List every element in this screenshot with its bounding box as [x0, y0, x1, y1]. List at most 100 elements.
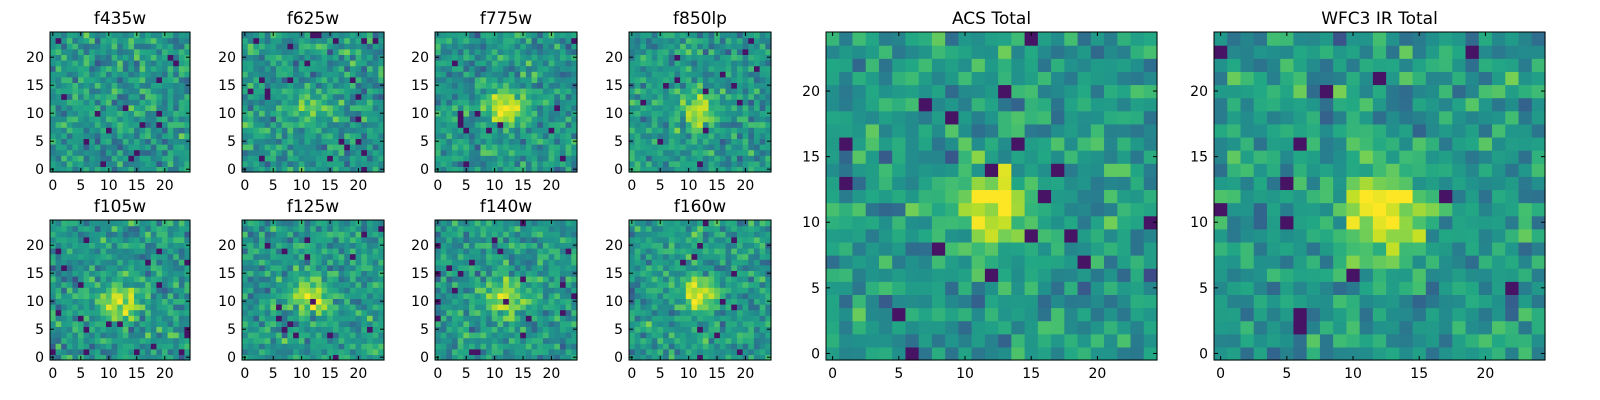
heatmap-cell — [344, 242, 351, 249]
heatmap-cell — [264, 253, 271, 260]
heatmap-cell — [156, 71, 163, 78]
heatmap-cell — [440, 231, 447, 238]
heatmap-cell — [486, 65, 493, 72]
heatmap-cell — [748, 32, 755, 39]
heatmap-cell — [469, 253, 476, 260]
heatmap-cell — [520, 43, 527, 50]
heatmap-cell — [457, 60, 464, 67]
heatmap-cell — [145, 104, 152, 111]
heatmap-cell — [554, 220, 561, 227]
heatmap-cell — [264, 276, 271, 283]
heatmap-cell — [559, 337, 567, 344]
heatmap-cell — [89, 259, 96, 266]
heatmap-cell — [537, 54, 544, 61]
heatmap-cell — [565, 304, 572, 311]
heatmap-cell — [55, 127, 62, 134]
heatmap-cell — [691, 320, 698, 327]
heatmap-cell — [674, 287, 681, 294]
heatmap-cell — [122, 220, 129, 227]
heatmap-cell — [281, 160, 289, 167]
heatmap-cell — [452, 144, 459, 151]
heatmap-cell — [78, 309, 85, 316]
heatmap-cell — [178, 88, 185, 95]
heatmap-cell — [542, 292, 550, 299]
heatmap-cell — [366, 236, 374, 243]
heatmap-cell — [508, 99, 516, 106]
heatmap-cell — [753, 65, 761, 72]
heatmap-cell — [55, 160, 62, 167]
heatmap-cell — [145, 242, 152, 249]
heatmap-cell — [548, 43, 555, 50]
heatmap-cell — [537, 82, 544, 89]
heatmap-cell — [276, 309, 283, 316]
heatmap-cell — [361, 54, 368, 61]
heatmap-cell — [122, 138, 129, 145]
heatmap-cell — [708, 166, 715, 173]
heatmap-cell — [571, 149, 578, 156]
heatmap-cell — [640, 348, 647, 355]
heatmap-cell — [452, 116, 459, 123]
heatmap-cell — [128, 231, 135, 238]
heatmap-cell — [457, 93, 464, 100]
heatmap-cell — [559, 348, 567, 355]
heatmap-cell — [332, 348, 340, 355]
heatmap-cell — [253, 332, 260, 339]
heatmap-cell — [122, 43, 129, 50]
heatmap-cell — [83, 348, 90, 355]
heatmap-cell — [298, 60, 306, 67]
heatmap-cell — [128, 315, 135, 322]
heatmap-cell — [247, 88, 254, 95]
heatmap-cell — [480, 149, 487, 156]
heatmap-cell — [281, 71, 289, 78]
heatmap-cell — [247, 144, 254, 151]
heatmap-cell — [719, 326, 727, 333]
heatmap-cell — [281, 236, 289, 243]
heatmap-cell — [162, 116, 169, 123]
heatmap-cell — [253, 132, 260, 139]
heatmap-cell — [753, 144, 761, 151]
heatmap-cell — [270, 281, 277, 288]
heatmap-cell — [100, 292, 107, 299]
heatmap-cell — [349, 93, 357, 100]
heatmap-cell — [111, 138, 118, 145]
heatmap-cell — [480, 127, 487, 134]
heatmap-cell — [270, 71, 277, 78]
heatmap-cell — [178, 326, 185, 333]
heatmap-cell — [162, 132, 169, 139]
heatmap-cell — [242, 99, 249, 106]
heatmap-cell — [559, 60, 567, 67]
heatmap-cell — [378, 93, 385, 100]
heatmap-cell — [366, 121, 374, 128]
heatmap-cell — [525, 248, 533, 255]
heatmap-cell — [111, 37, 118, 44]
heatmap-cell — [691, 93, 698, 100]
heatmap-cell — [156, 287, 163, 294]
heatmap-cell — [531, 326, 538, 333]
heatmap-cell — [491, 236, 499, 243]
heatmap-cell — [83, 225, 90, 232]
heatmap-cell — [480, 65, 487, 72]
y-tick-label: 10 — [26, 106, 44, 122]
panel-title: f775w — [480, 9, 532, 29]
heatmap-cell — [753, 320, 761, 327]
heatmap-cell — [344, 155, 351, 162]
heatmap-cell — [697, 65, 704, 72]
heatmap-cell — [270, 242, 277, 249]
heatmap-cell — [139, 287, 146, 294]
heatmap-cell — [474, 309, 482, 316]
heatmap-cell — [554, 116, 561, 123]
heatmap-cell — [134, 93, 141, 100]
heatmap-cell — [668, 54, 676, 61]
heatmap-cell — [293, 309, 300, 316]
heatmap-cell — [537, 155, 544, 162]
x-tick-label: 0 — [48, 366, 57, 382]
heatmap-cell — [691, 54, 698, 61]
heatmap-cell — [89, 348, 96, 355]
heatmap-cell — [293, 88, 300, 95]
heatmap-cell — [714, 304, 721, 311]
heatmap-cell — [50, 304, 57, 311]
heatmap-cell — [525, 242, 533, 249]
heatmap-cell — [184, 309, 191, 316]
heatmap-cell — [276, 253, 283, 260]
heatmap-cell — [765, 43, 772, 50]
